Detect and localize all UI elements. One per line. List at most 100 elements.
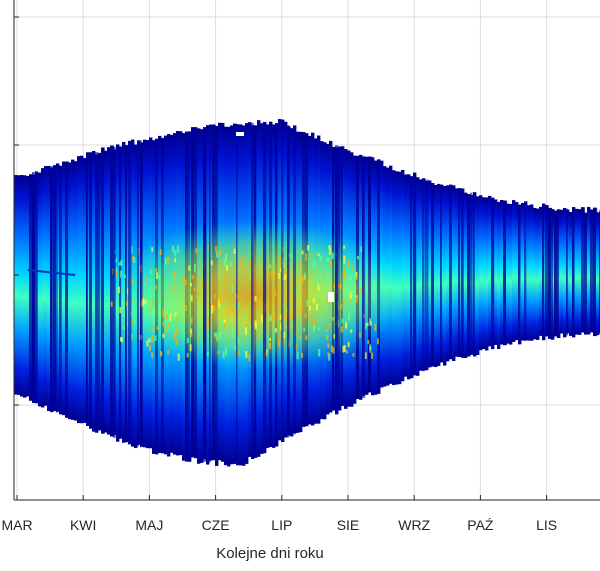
heat-speckle <box>269 315 272 320</box>
heat-streak <box>584 212 587 335</box>
heat-speckle <box>155 272 158 279</box>
heat-speckle <box>301 275 304 283</box>
heat-speckle <box>223 322 226 328</box>
heat-column <box>17 175 21 395</box>
heat-speckle <box>284 274 287 278</box>
heat-speckle <box>255 322 258 330</box>
heat-streak <box>263 122 267 451</box>
heat-speckle <box>265 349 268 357</box>
heat-speckle <box>341 318 344 324</box>
heat-speckle <box>222 350 225 359</box>
heat-speckle <box>355 271 358 280</box>
heat-speckle <box>307 245 310 251</box>
heat-speckle <box>183 276 186 284</box>
heat-speckle <box>359 281 362 289</box>
heat-speckle <box>155 268 158 273</box>
heat-streak <box>140 140 142 448</box>
heat-speckle <box>214 294 217 298</box>
heat-speckle <box>330 345 333 353</box>
heat-column <box>476 196 480 355</box>
heat-speckle <box>173 333 176 340</box>
heat-speckle <box>304 253 307 261</box>
heat-speckle <box>156 326 159 330</box>
heat-speckle <box>190 332 193 338</box>
heat-speckle <box>343 345 346 352</box>
heat-speckle <box>226 311 229 316</box>
heat-streak <box>89 152 92 429</box>
heat-column <box>587 206 591 335</box>
data-gap <box>328 292 334 302</box>
heat-streak <box>545 205 549 337</box>
heat-speckle <box>169 313 172 322</box>
heat-streak <box>293 127 297 435</box>
heat-speckle <box>319 275 322 279</box>
heat-streak <box>524 203 527 342</box>
heat-speckle <box>190 295 193 302</box>
heat-speckle <box>231 284 234 293</box>
heat-column <box>44 166 48 406</box>
heat-speckle <box>303 327 306 332</box>
heat-column <box>419 179 423 371</box>
heat-column <box>404 174 408 377</box>
heat-speckle <box>356 255 359 260</box>
heat-streak <box>557 209 559 339</box>
heat-speckle <box>221 320 224 326</box>
heat-speckle <box>239 260 242 267</box>
x-tick-label: WRZ <box>398 517 430 533</box>
heat-speckle <box>326 297 329 304</box>
heat-column <box>506 203 510 344</box>
heat-speckle <box>145 277 148 281</box>
heat-speckle <box>184 305 187 312</box>
heat-speckle <box>206 352 209 357</box>
heat-speckle <box>343 255 346 264</box>
heat-speckle <box>177 353 180 361</box>
data-gap <box>388 150 402 156</box>
heat-speckle <box>327 352 330 357</box>
heat-speckle <box>372 296 375 301</box>
heat-speckle <box>119 307 122 314</box>
heat-speckle <box>196 276 199 285</box>
heat-speckle <box>120 270 123 278</box>
heat-column <box>56 163 60 412</box>
heat-speckle <box>317 294 320 298</box>
heat-column <box>464 192 468 358</box>
heat-speckle <box>165 315 168 320</box>
heat-speckle <box>219 332 222 340</box>
heat-streak <box>53 165 57 412</box>
heat-speckle <box>174 250 177 257</box>
heat-speckle <box>126 322 129 326</box>
heat-speckle <box>186 338 189 344</box>
heat-speckle <box>148 290 151 299</box>
heat-speckle <box>233 248 236 255</box>
heat-speckle <box>242 268 245 274</box>
heat-speckle <box>162 309 165 318</box>
heat-column <box>521 202 525 341</box>
heat-speckle <box>317 284 320 291</box>
heat-column <box>596 212 600 336</box>
heat-speckle <box>117 286 120 294</box>
heat-speckle <box>360 246 363 252</box>
heat-speckle <box>299 261 302 269</box>
heat-speckle <box>210 260 213 266</box>
heat-streak <box>467 194 471 357</box>
heat-speckle <box>310 315 313 323</box>
heat-speckle <box>223 272 226 277</box>
heat-speckle <box>339 283 342 290</box>
heat-streak <box>572 207 575 338</box>
heat-speckle <box>331 252 334 260</box>
heat-speckle <box>279 314 282 321</box>
heat-speckle <box>186 353 189 358</box>
heat-column <box>71 159 75 420</box>
heat-speckle <box>195 248 198 254</box>
heat-speckle <box>120 259 123 266</box>
heat-speckle <box>364 352 367 359</box>
x-tick-label: MAJ <box>135 517 163 533</box>
heat-column <box>512 200 516 342</box>
heat-speckle <box>249 314 252 322</box>
heat-column <box>485 197 489 351</box>
heat-streak <box>566 208 568 336</box>
heat-speckle <box>146 340 149 347</box>
heat-speckle <box>278 255 281 264</box>
heat-speckle <box>207 316 210 322</box>
heat-column <box>14 175 18 395</box>
